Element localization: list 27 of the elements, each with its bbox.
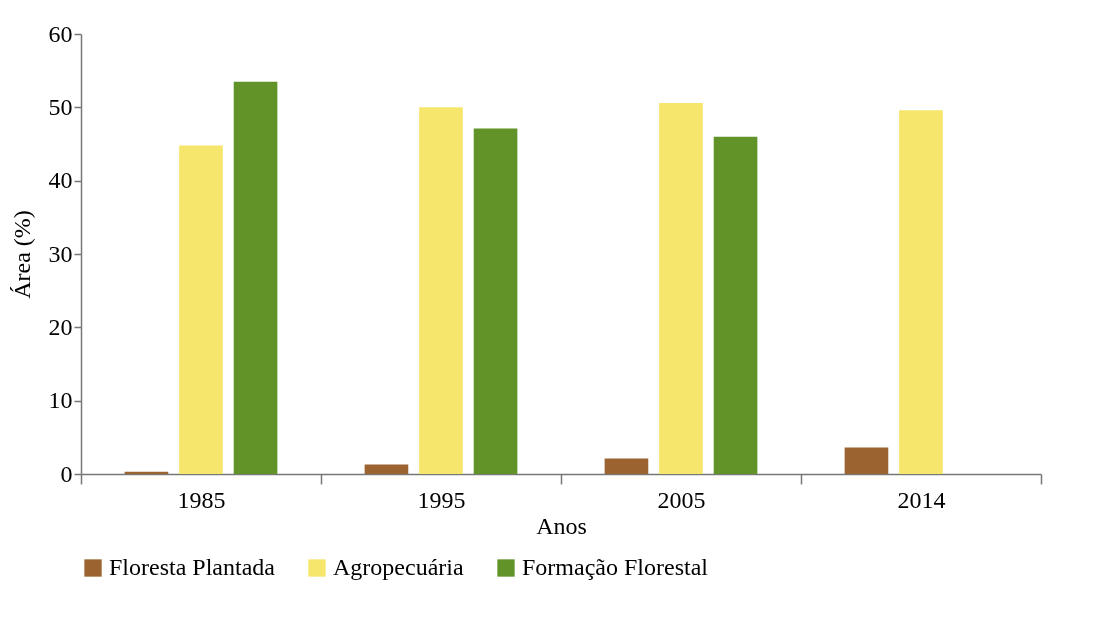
bar (659, 102, 703, 474)
legend-label: Formação Florestal (522, 554, 709, 580)
bar (713, 136, 758, 474)
y-tick-label: 40 (48, 167, 73, 194)
y-tick-label: 0 (60, 460, 73, 487)
x-tick-label: 2005 (657, 486, 706, 513)
y-tick-label: 10 (48, 387, 73, 414)
bar (124, 471, 169, 474)
bar (419, 107, 463, 474)
y-tick-label: 60 (48, 20, 73, 47)
x-tick-label: 1985 (177, 486, 226, 513)
bar (364, 464, 409, 474)
y-tick-label: 20 (48, 313, 73, 340)
bar (473, 128, 518, 474)
y-tick-label: 30 (48, 240, 73, 267)
y-tick-label: 50 (48, 93, 73, 120)
bar (233, 81, 278, 474)
bar (604, 458, 649, 474)
x-tick-label: 2014 (897, 486, 946, 513)
y-axis-title: Área (%) (8, 210, 35, 299)
legend-label: Agropecuária (333, 554, 464, 580)
legend-label: Floresta Plantada (109, 554, 276, 580)
bar (179, 145, 223, 474)
x-tick-label: 1995 (417, 486, 466, 513)
x-axis-title: Anos (536, 512, 587, 539)
bar (844, 447, 889, 474)
bar (899, 110, 943, 474)
